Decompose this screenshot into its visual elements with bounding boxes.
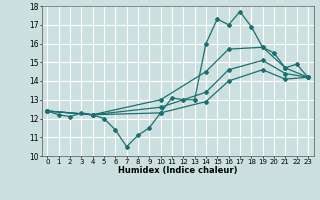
X-axis label: Humidex (Indice chaleur): Humidex (Indice chaleur) xyxy=(118,166,237,175)
